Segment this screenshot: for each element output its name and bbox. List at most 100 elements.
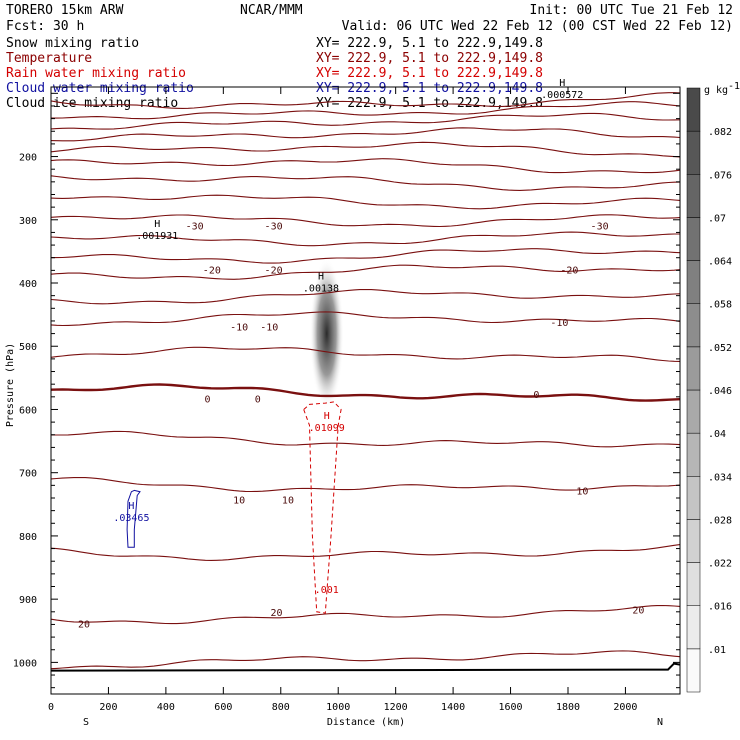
isotherm-line [51, 175, 680, 191]
y-tick-label: 800 [19, 532, 37, 543]
isotherm-line [51, 476, 680, 493]
snow-mixing-ratio-shading [309, 258, 344, 409]
extremum-value: .00138 [303, 283, 339, 294]
colorbar-tick-label: .028 [708, 515, 732, 526]
x-tick-label: 0 [48, 702, 54, 713]
colorbar-tick-label: .07 [708, 213, 726, 224]
extremum-symbol: H [324, 411, 330, 422]
plot-frame [50, 86, 681, 695]
y-tick-label: 900 [19, 595, 37, 606]
extremum-value: .03465 [113, 513, 149, 524]
y-tick-label: 700 [19, 469, 37, 480]
isotherm-line [51, 604, 680, 625]
legend-item-xy: XY= 222.9, 5.1 to 222.9,149.8 [316, 66, 543, 81]
x-tick-label: 200 [99, 702, 117, 713]
colorbar-tick-label: .082 [708, 127, 732, 138]
isotherm-label: 10 [576, 487, 588, 498]
legend-item-name: Snow mixing ratio [6, 36, 139, 51]
colorbar-swatch [686, 605, 701, 650]
isotherm-label: -10 [260, 322, 278, 333]
colorbar-tick-label: .076 [708, 170, 732, 181]
colorbar-swatch [686, 217, 701, 261]
isotherm-label: 0 [205, 394, 211, 405]
extremum-value: .000572 [541, 90, 583, 101]
legend-item-xy: XY= 222.9, 5.1 to 222.9,149.8 [316, 51, 543, 66]
colorbar: .01 .016 .022 .028 .034 .04 .046 .052 .058 .064 .0… [686, 81, 740, 693]
legend-item-name: Temperature [6, 51, 92, 66]
center-title: NCAR/MMM [240, 3, 303, 18]
colorbar-swatch [686, 346, 701, 391]
rain-water-contour [303, 401, 342, 614]
isotherm-label: -30 [265, 222, 283, 233]
x-tick-label: 1800 [556, 702, 580, 713]
isotherm-label: 10 [233, 496, 245, 507]
isotherm-label: -20 [560, 265, 578, 276]
isotherm-label: -20 [203, 265, 221, 276]
legend-item-name: Cloud water mixing ratio [6, 81, 194, 96]
isotherm-line [51, 112, 680, 130]
colorbar-tick-label: .058 [708, 300, 732, 311]
colorbar-unit: g kg [704, 85, 728, 96]
extremum-symbol: H [154, 219, 160, 230]
legend-item-name: Cloud ice mixing ratio [6, 96, 178, 111]
isotherm-label: 0 [533, 390, 539, 401]
isotherm-line [51, 194, 680, 210]
x-tick-label: 1600 [498, 702, 522, 713]
extremum-value: .001931 [136, 231, 178, 242]
x-tick-label: 800 [272, 702, 290, 713]
surface-pressure-line [51, 662, 680, 672]
colorbar-tick-label: .046 [708, 386, 732, 397]
x-tick-label: 2000 [613, 702, 637, 713]
isotherm-label: -10 [230, 322, 248, 333]
isotherm-line [51, 127, 680, 142]
isotherm-label: -30 [186, 222, 204, 233]
colorbar-unit-exponent: -1 [728, 81, 740, 92]
isotherm-line [51, 346, 680, 362]
y-tick-label: 500 [19, 342, 37, 353]
init-time: Init: 00 UTC Tue 21 Feb 12 [530, 3, 734, 18]
legend-item-xy: XY= 222.9, 5.1 to 222.9,149.8 [316, 81, 543, 96]
isotherm-line [51, 544, 680, 561]
isotherm-line [51, 231, 680, 247]
isotherm-line [51, 430, 680, 448]
isotherm-line [51, 101, 680, 120]
colorbar-tick-label: .01 [708, 645, 726, 656]
colorbar-swatch [686, 432, 701, 477]
extremum-symbol: H [318, 271, 324, 282]
colorbar-tick-label: .064 [708, 257, 732, 268]
direction-right-label: N [657, 717, 663, 728]
x-tick-label: 1400 [441, 702, 465, 713]
y-tick-label: 300 [19, 216, 37, 227]
isotherm-line [51, 92, 680, 109]
colorbar-swatch [686, 130, 701, 175]
colorbar-tick-label: .016 [708, 602, 732, 613]
colorbar-swatch [686, 260, 701, 304]
model-title: TORERO 15km ARW [6, 3, 124, 18]
colorbar-swatch [686, 519, 701, 563]
colorbar-tick-label: .052 [708, 343, 732, 354]
legend-item-name: Rain water mixing ratio [6, 66, 186, 81]
isotherm-label: 20 [270, 608, 282, 619]
legend-item-xy: XY= 222.9, 5.1 to 222.9,149.8 [316, 36, 543, 51]
legend-item-xy: XY= 222.9, 5.1 to 222.9,149.8 [316, 96, 543, 111]
colorbar-swatch [686, 87, 701, 132]
colorbar-tick-label: .04 [708, 429, 726, 440]
isotherm-label: 10 [282, 496, 294, 507]
extremum-value: .001 [315, 585, 339, 596]
isotherm-line [51, 158, 680, 174]
direction-left-label: S [83, 717, 89, 728]
isotherm-line [51, 311, 680, 327]
isotherm-label: -30 [591, 222, 609, 233]
colorbar-swatch [686, 476, 701, 520]
y-tick-label: 600 [19, 405, 37, 416]
extremum-symbol: H [559, 78, 565, 89]
colorbar-swatch [686, 562, 701, 606]
colorbar-swatch [686, 648, 701, 693]
colorbar-tick-label: .022 [708, 559, 732, 570]
isotherm-line [51, 650, 680, 670]
y-tick-label: 200 [19, 153, 37, 164]
colorbar-tick-label: .034 [708, 472, 732, 483]
y-axis-label: Pressure (hPa) [5, 343, 16, 427]
colorbar-swatch [686, 174, 701, 218]
isotherm-label: 0 [255, 394, 261, 405]
